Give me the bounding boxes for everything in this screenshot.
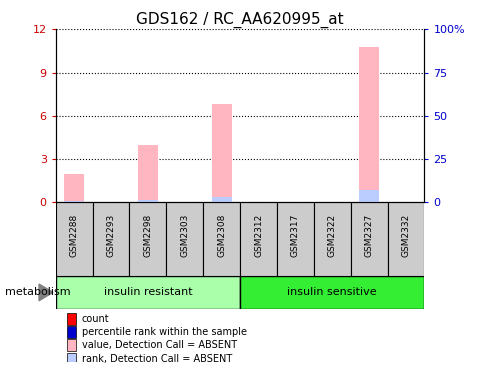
Bar — [92, 202, 129, 276]
Text: rank, Detection Call = ABSENT: rank, Detection Call = ABSENT — [81, 354, 231, 363]
Bar — [358, 46, 378, 202]
Bar — [64, 173, 84, 202]
Bar — [56, 276, 240, 309]
Bar — [240, 276, 424, 309]
Bar — [67, 353, 76, 365]
Text: GSM2327: GSM2327 — [364, 213, 373, 257]
Bar — [211, 197, 231, 202]
Bar — [203, 202, 240, 276]
Bar — [67, 326, 76, 338]
Title: GDS162 / RC_AA620995_at: GDS162 / RC_AA620995_at — [136, 12, 343, 28]
Text: metabolism: metabolism — [5, 287, 70, 298]
Text: GSM2312: GSM2312 — [254, 213, 262, 257]
Bar — [313, 202, 350, 276]
Bar — [276, 202, 313, 276]
Bar — [137, 200, 158, 202]
Text: percentile rank within the sample: percentile rank within the sample — [81, 327, 246, 337]
Text: GSM2293: GSM2293 — [106, 213, 115, 257]
Text: value, Detection Call = ABSENT: value, Detection Call = ABSENT — [81, 340, 236, 350]
Text: GSM2288: GSM2288 — [70, 213, 78, 257]
Bar — [67, 339, 76, 351]
Bar — [166, 202, 203, 276]
Text: GSM2332: GSM2332 — [401, 213, 409, 257]
Text: insulin resistant: insulin resistant — [104, 287, 192, 298]
Text: GSM2298: GSM2298 — [143, 213, 152, 257]
Bar — [137, 145, 158, 202]
Bar — [211, 104, 231, 202]
Polygon shape — [39, 284, 53, 301]
Text: GSM2322: GSM2322 — [327, 213, 336, 257]
Bar — [64, 201, 84, 202]
Bar — [387, 202, 424, 276]
Bar — [240, 202, 276, 276]
Text: GSM2303: GSM2303 — [180, 213, 189, 257]
Bar — [56, 202, 92, 276]
Bar — [350, 202, 387, 276]
Text: insulin sensitive: insulin sensitive — [287, 287, 376, 298]
Bar — [358, 190, 378, 202]
Text: count: count — [81, 314, 109, 324]
Bar — [129, 202, 166, 276]
Text: GSM2308: GSM2308 — [217, 213, 226, 257]
Bar — [67, 313, 76, 325]
Text: GSM2317: GSM2317 — [290, 213, 299, 257]
